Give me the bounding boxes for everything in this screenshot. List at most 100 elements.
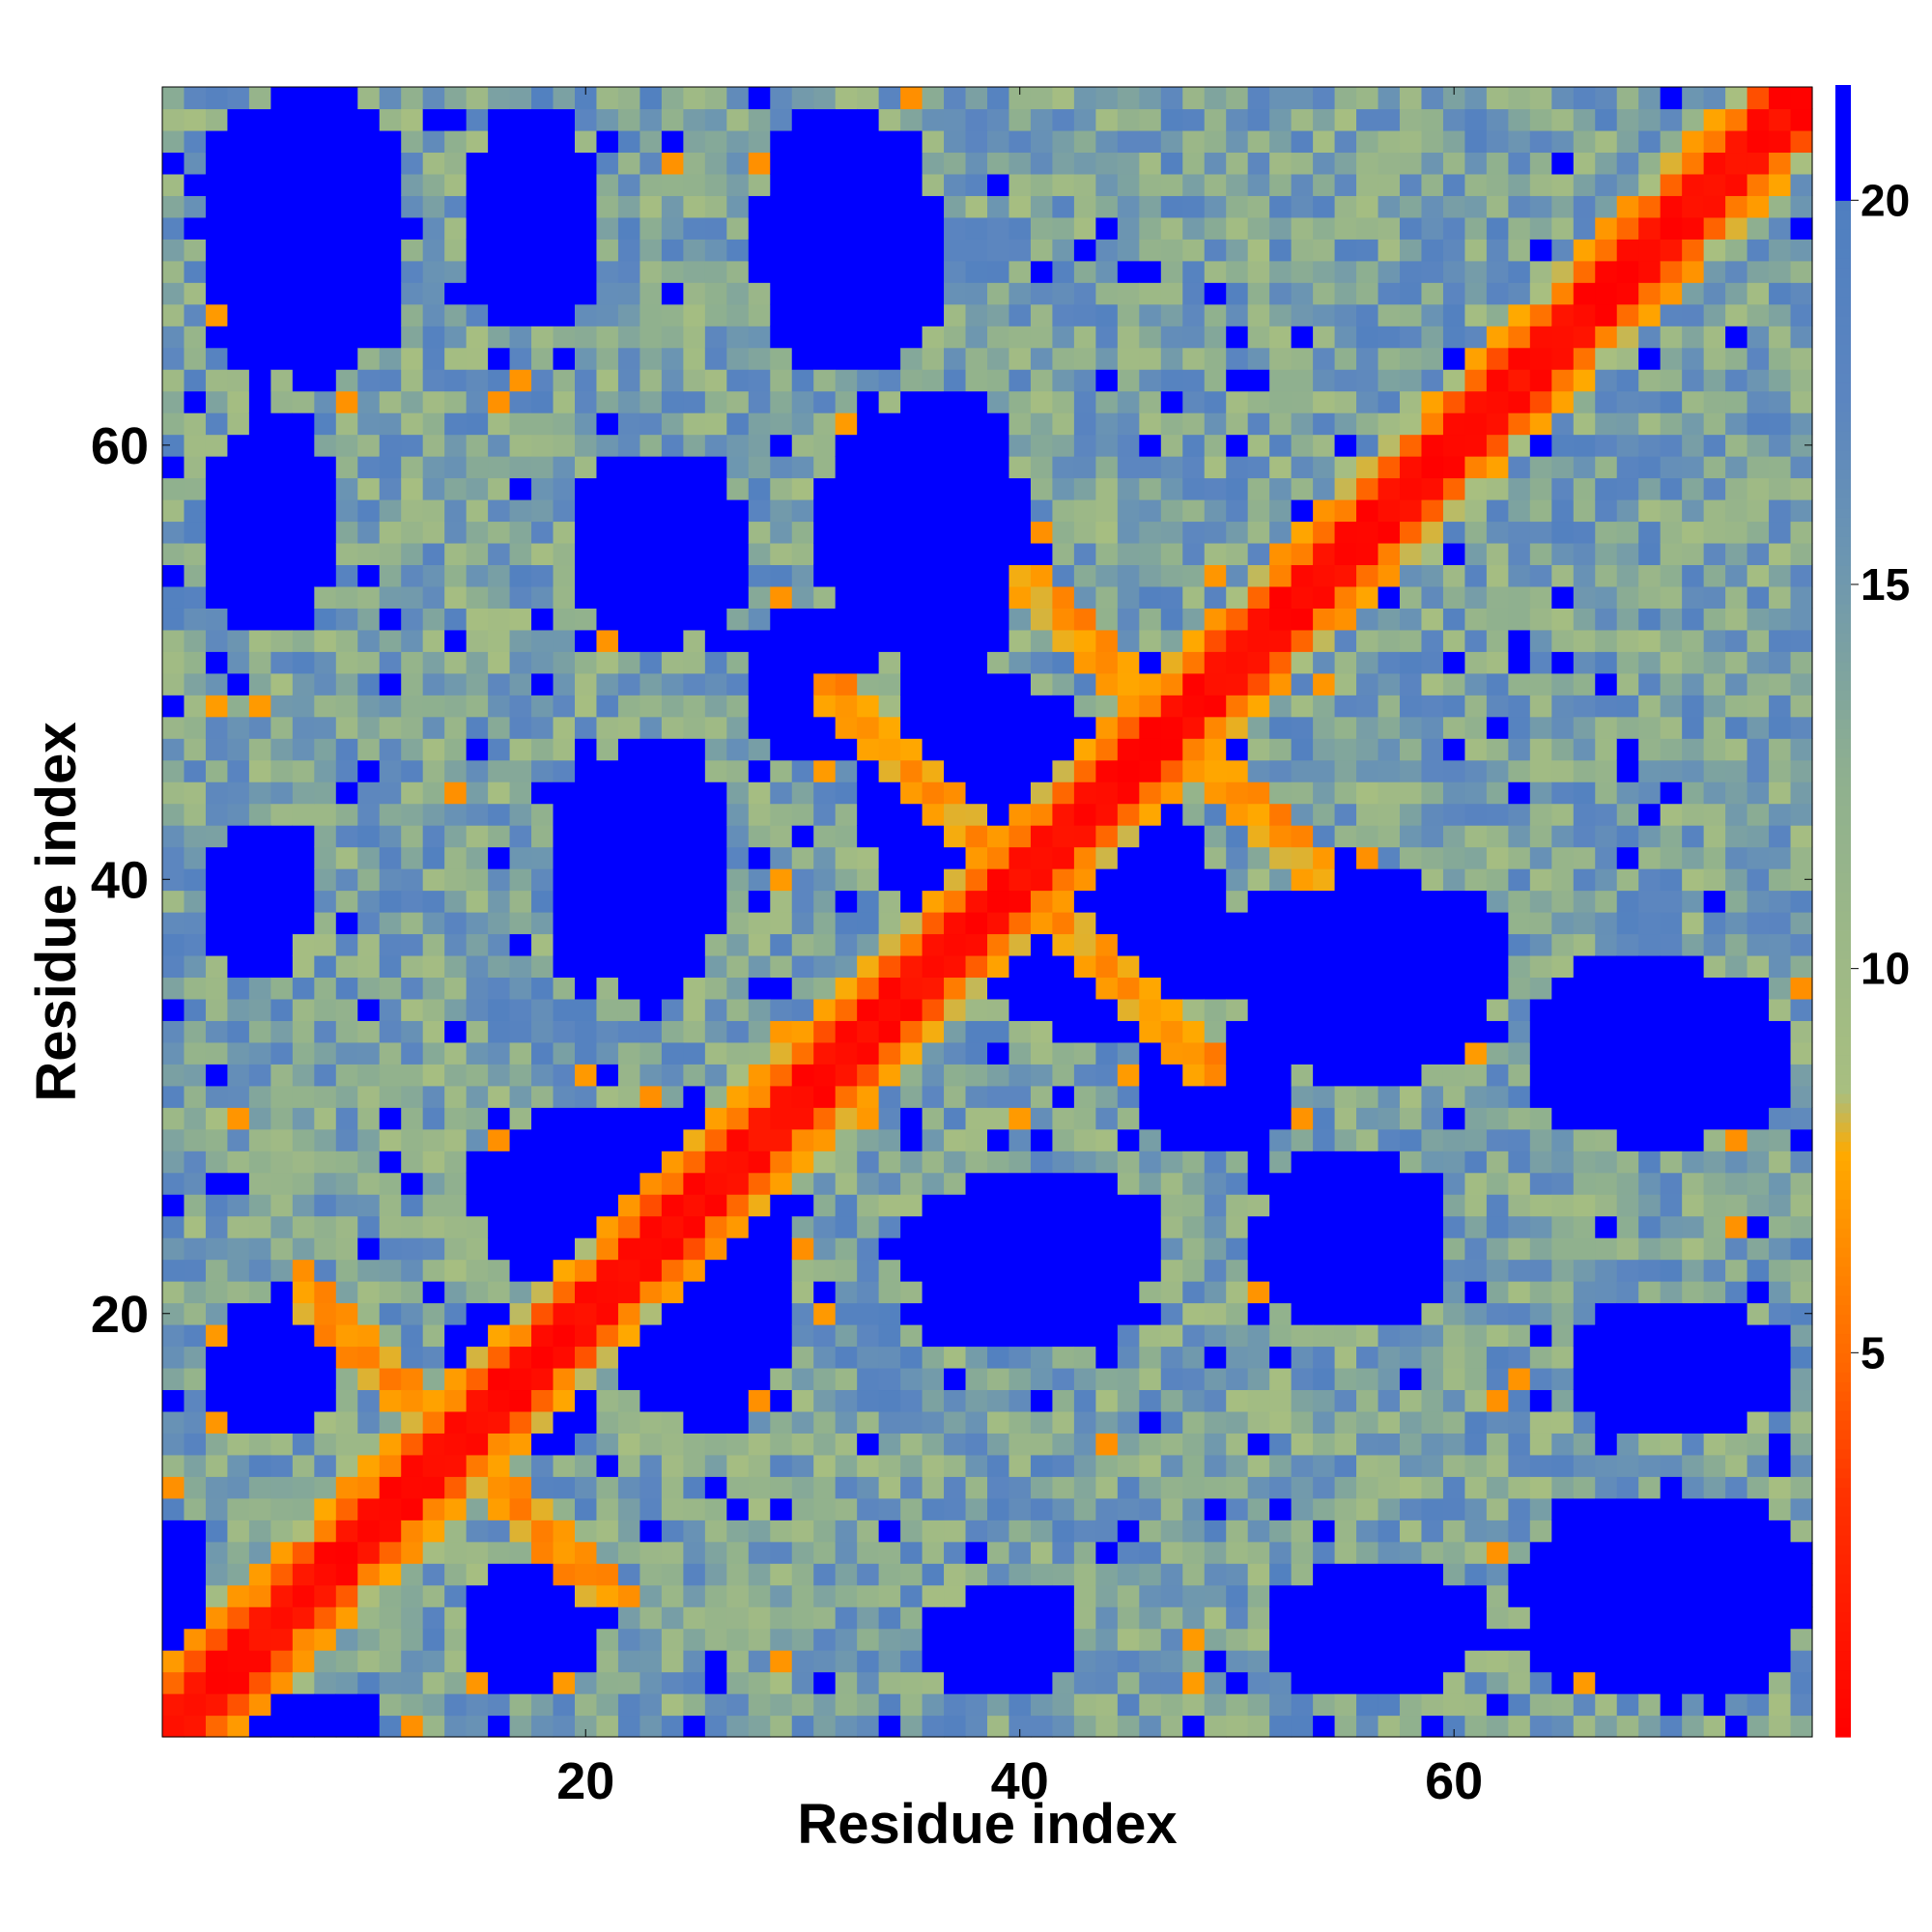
heatmap-cell	[1030, 1476, 1054, 1499]
heatmap-cell	[1030, 890, 1054, 913]
heatmap-cell	[1291, 1020, 1314, 1043]
heatmap-cell	[531, 1563, 554, 1586]
heatmap-cell	[770, 716, 793, 739]
heatmap-cell	[227, 912, 250, 935]
heatmap-cell	[1421, 1650, 1444, 1673]
heatmap-cell	[379, 282, 402, 305]
heatmap-cell	[357, 1433, 381, 1456]
heatmap-cell	[944, 585, 967, 609]
heatmap-cell	[748, 1367, 771, 1391]
heatmap-cell	[683, 868, 706, 892]
heatmap-cell	[531, 695, 554, 718]
heatmap-cell	[205, 499, 229, 523]
heatmap-cell	[1291, 781, 1314, 805]
heatmap-cell	[1139, 239, 1162, 262]
heatmap-cell	[944, 1520, 967, 1543]
heatmap-cell	[1247, 542, 1270, 566]
heatmap-cell	[292, 1715, 315, 1738]
heatmap-cell	[357, 412, 381, 436]
heatmap-cell	[878, 716, 901, 739]
heatmap-cell	[965, 1259, 988, 1282]
heatmap-cell	[1400, 1715, 1423, 1738]
heatmap-cell	[357, 716, 381, 739]
heatmap-cell	[1313, 846, 1336, 869]
heatmap-cell	[1442, 1367, 1466, 1391]
heatmap-cell	[1182, 216, 1206, 240]
heatmap-cell	[726, 998, 750, 1021]
heatmap-cell	[1226, 499, 1249, 523]
heatmap-cell	[1313, 781, 1336, 805]
heatmap-cell	[184, 1606, 207, 1630]
heatmap-cell	[1464, 1107, 1488, 1130]
heatmap-cell	[1551, 564, 1575, 587]
heatmap-cell	[1508, 1541, 1531, 1564]
heatmap-cell	[1139, 282, 1162, 305]
heatmap-cell	[1226, 1606, 1249, 1630]
heatmap-cell	[1291, 390, 1314, 413]
heatmap-cell	[162, 1259, 185, 1282]
heatmap-cell	[357, 781, 381, 805]
heatmap-cell	[639, 477, 663, 500]
heatmap-cell	[1139, 585, 1162, 609]
heatmap-cell	[1095, 1302, 1119, 1325]
heatmap-cell	[205, 1650, 229, 1673]
heatmap-cell	[1442, 282, 1466, 305]
heatmap-cell	[770, 239, 793, 262]
heatmap-cell	[1073, 1107, 1096, 1130]
heatmap-cell	[292, 738, 315, 761]
heatmap-cell	[596, 564, 619, 587]
heatmap-cell	[184, 1497, 207, 1520]
heatmap-cell	[1269, 825, 1293, 848]
heatmap-cell	[357, 108, 381, 131]
heatmap-cell	[813, 933, 837, 956]
heatmap-cell	[1030, 260, 1054, 283]
heatmap-cell	[1313, 326, 1336, 349]
heatmap-cell	[1421, 1259, 1444, 1282]
heatmap-cell	[1095, 651, 1119, 674]
heatmap-cell	[1095, 412, 1119, 436]
heatmap-cell	[1529, 998, 1552, 1021]
heatmap-cell	[422, 108, 445, 131]
heatmap-cell	[205, 1628, 229, 1651]
heatmap-cell	[944, 1563, 967, 1586]
heatmap-cell	[1400, 1281, 1423, 1304]
heatmap-cell	[1508, 738, 1531, 761]
heatmap-cell	[987, 1128, 1010, 1151]
heatmap-cell	[1204, 1671, 1227, 1694]
heatmap-cell	[270, 846, 294, 869]
heatmap-cell	[1551, 759, 1575, 782]
heatmap-cell	[184, 456, 207, 479]
heatmap-cell	[1073, 1324, 1096, 1348]
heatmap-cell	[857, 738, 880, 761]
heatmap-cell	[617, 1650, 641, 1673]
heatmap-cell	[639, 1215, 663, 1238]
heatmap-cell	[1182, 1628, 1206, 1651]
heatmap-cell	[205, 651, 229, 674]
heatmap-cell	[1573, 499, 1596, 523]
heatmap-cell	[1247, 456, 1270, 479]
heatmap-cell	[1464, 456, 1488, 479]
heatmap-cell	[401, 347, 424, 370]
heatmap-cell	[1291, 129, 1314, 154]
heatmap-cell	[748, 998, 771, 1021]
heatmap-cell	[184, 152, 207, 175]
heatmap-cell	[357, 890, 381, 913]
heatmap-cell	[270, 954, 294, 979]
heatmap-cell	[944, 1584, 967, 1607]
heatmap-cell	[184, 868, 207, 892]
heatmap-cell	[1052, 608, 1075, 631]
heatmap-cell	[1052, 1237, 1075, 1261]
heatmap-cell	[835, 716, 858, 739]
heatmap-cell	[335, 195, 358, 218]
heatmap-cell	[1486, 1085, 1509, 1108]
heatmap-cell	[922, 738, 945, 761]
heatmap-cell	[1334, 456, 1357, 479]
heatmap-cell	[509, 1671, 532, 1694]
heatmap-cell	[314, 564, 337, 587]
heatmap-cell	[1551, 1584, 1575, 1607]
heatmap-cell	[965, 1671, 988, 1694]
heatmap-cell	[1334, 890, 1357, 913]
heatmap-cell	[770, 260, 793, 283]
heatmap-cell	[878, 434, 901, 457]
heatmap-cell	[162, 1367, 185, 1391]
